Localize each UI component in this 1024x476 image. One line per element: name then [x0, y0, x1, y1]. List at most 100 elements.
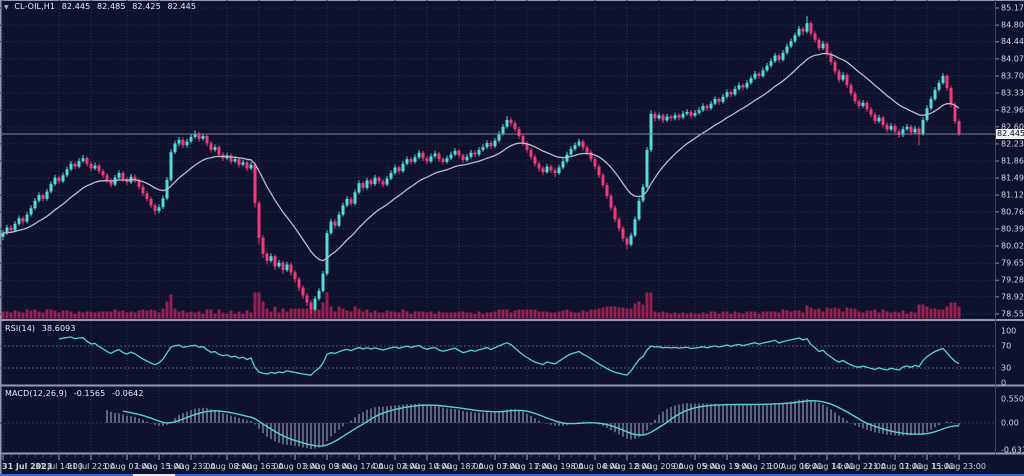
candle-body: [577, 141, 581, 146]
candle-body: [821, 43, 825, 49]
ma-line: [2, 52, 960, 262]
rsi-value: 38.6093: [41, 324, 76, 333]
volume-bar: [161, 308, 165, 319]
high-value: 82.485: [96, 2, 126, 11]
volume-bar: [33, 309, 37, 319]
macd-pane: [0, 399, 996, 449]
candle-body: [389, 173, 393, 179]
candle-body: [309, 302, 313, 310]
pane-separators[interactable]: [0, 319, 1024, 455]
symbol-ohlc-readout: ▼ CL-OIL,H1 82.445 82.485 82.425 82.445: [4, 2, 200, 11]
candle-body: [937, 82, 941, 90]
candle-body: [893, 125, 897, 132]
candle-body: [869, 109, 873, 115]
candle-body: [241, 162, 245, 165]
candle-body: [829, 53, 833, 63]
volume-bar: [793, 310, 797, 319]
macd-tick-label: 0.5509: [1001, 395, 1024, 404]
candle-body: [609, 196, 613, 208]
candle-body: [97, 165, 101, 172]
volume-bar: [921, 304, 925, 319]
volume-bar: [517, 309, 521, 319]
price-tick-label: 82.960: [1001, 106, 1024, 115]
moving-average-line: [2, 52, 960, 262]
candle-body: [917, 128, 921, 134]
volume-bar: [245, 310, 249, 319]
time-tick-label: 9 Aug 05:00: [671, 462, 720, 471]
volume-bar: [785, 310, 789, 319]
macd-tick-label: 0.00: [1001, 419, 1019, 428]
volume-bar: [461, 311, 465, 319]
candle-body: [465, 156, 469, 161]
volume-bar: [5, 311, 9, 319]
volume-bar: [29, 310, 33, 319]
volume-bar: [629, 308, 633, 319]
volume-bar: [645, 292, 649, 319]
price-scale[interactable]: 85.170 84.800 84.440 84.070 83.700 83.330 82.9…: [995, 0, 1024, 455]
volume-bar: [605, 306, 609, 319]
volume-bar: [41, 312, 45, 319]
time-tick-label: 31 Jul 22:00: [67, 462, 115, 471]
volume-bar: [197, 311, 201, 319]
candle-body: [509, 119, 513, 124]
volume-bar: [153, 310, 157, 319]
volume-bar: [405, 311, 409, 319]
candle-body: [549, 166, 553, 171]
collapse-objects-icon[interactable]: ▼: [4, 4, 9, 11]
candle-body: [933, 89, 937, 100]
volume-bar: [721, 311, 725, 319]
candle-body: [385, 178, 389, 185]
volume-bar: [125, 312, 129, 319]
volume-bar: [725, 311, 729, 319]
rsi-tick-label: 70: [1001, 342, 1011, 351]
volume-bar: [473, 313, 477, 319]
bottom-strip: [0, 474, 1024, 476]
volume-bar: [185, 312, 189, 319]
candle-body: [265, 253, 269, 261]
candle-body: [489, 142, 493, 147]
time-tick-label: 4 Aug 18:00: [435, 462, 484, 471]
volume-bar: [781, 309, 785, 319]
candle-body: [101, 171, 105, 176]
candle-body: [461, 155, 465, 161]
volume-bar: [573, 312, 577, 319]
time-tick-label: 4 Aug 10:00: [403, 462, 452, 471]
price-tick-label: 80.020: [1001, 242, 1024, 251]
candle-body: [341, 205, 345, 215]
candle-body: [657, 115, 661, 119]
volume-bar: [445, 312, 449, 319]
volume-bar: [201, 313, 205, 319]
low-value: 82.425: [132, 2, 161, 11]
volume-bar: [361, 311, 365, 319]
volume-bar: [393, 311, 397, 319]
volume-bar: [881, 309, 885, 319]
price-tick-label: 79.280: [1001, 276, 1024, 285]
volume-bar: [617, 307, 621, 319]
candle-body: [261, 237, 265, 254]
volume-bar: [745, 311, 749, 319]
volume-bar: [817, 308, 821, 319]
volume-bar: [401, 309, 405, 319]
volume-bar: [537, 311, 541, 319]
candle-body: [857, 101, 861, 106]
volume-bar: [837, 308, 841, 319]
volume-bar: [225, 313, 229, 319]
volume-bar: [749, 311, 753, 319]
volume-bar: [365, 309, 369, 319]
candle-body: [421, 152, 425, 159]
candle-body: [785, 46, 789, 53]
volume-bar: [581, 310, 585, 319]
volume-bar: [317, 309, 321, 319]
candle-body: [233, 159, 237, 162]
time-tick-label: 4 Aug 02:00: [371, 462, 420, 471]
volume-bar: [661, 311, 665, 319]
volume-bar: [481, 313, 485, 319]
candle-body: [49, 184, 53, 192]
volume-bar: [449, 312, 453, 319]
volume-bar: [937, 309, 941, 319]
volume-bar: [665, 312, 669, 319]
candle-body: [89, 163, 93, 169]
candle-body: [901, 129, 905, 136]
